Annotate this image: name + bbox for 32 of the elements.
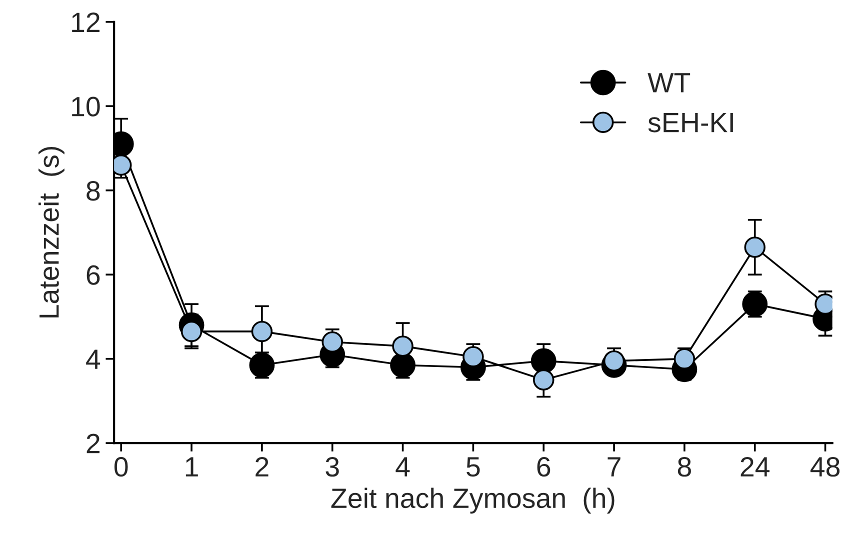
legend-label: sEH-KI [648,112,733,132]
point [180,320,202,342]
y-tick-label: 12 [72,12,100,32]
y-tick-label: 4 [86,350,100,369]
x-tick-label: 48 [810,457,840,477]
x-tick-label: 4 [396,457,410,476]
x-tick-label: 3 [326,457,339,477]
x-tick-label: 5 [466,457,480,477]
point [674,348,696,370]
x-tick-label: 8 [678,457,691,477]
x-tick-label: 1 [186,457,198,476]
x-tick-label: 24 [740,457,770,476]
y-tick-label: 6 [86,265,100,285]
point [249,352,275,378]
point [251,320,273,342]
point [744,236,766,258]
point [742,291,768,317]
y-axis-title: Latenzzeit (s) [38,146,64,318]
point [322,331,343,353]
y-tick-label: 8 [86,181,100,201]
x-tick-label: 6 [537,457,550,477]
point [392,336,414,357]
point [530,348,556,374]
x-tick-label: 2 [256,457,268,476]
legend-label: WT [648,73,690,92]
x-axis-title: Zeit nach Zymosan (h) [331,488,614,514]
point [532,369,554,391]
x-tick-label: 7 [608,457,620,476]
x-tick-label: 0 [114,457,128,477]
point [603,350,625,372]
y-tick-label: 10 [72,96,100,116]
y-tick-label: 2 [86,434,100,454]
